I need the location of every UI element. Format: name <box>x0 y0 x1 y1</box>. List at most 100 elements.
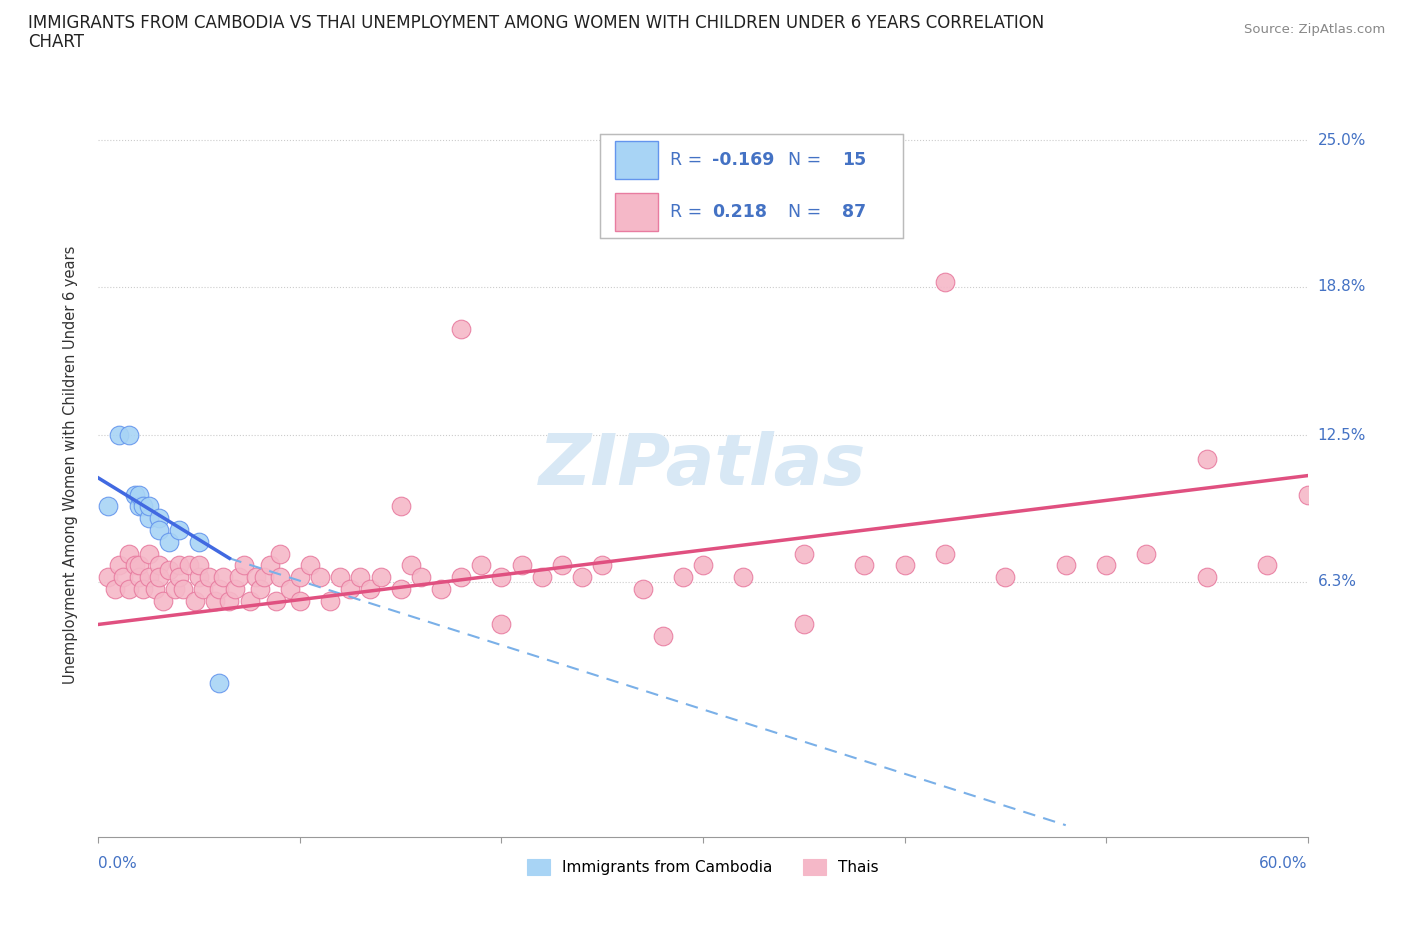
Point <box>264 593 287 608</box>
Point <box>208 581 231 596</box>
Point <box>132 581 155 596</box>
Point <box>269 570 291 585</box>
Point <box>107 428 129 443</box>
Point <box>793 546 815 561</box>
Point <box>278 581 301 596</box>
Point <box>672 570 695 585</box>
Point <box>934 274 956 289</box>
Point <box>245 570 267 585</box>
Point <box>132 498 155 513</box>
Text: 60.0%: 60.0% <box>1260 856 1308 870</box>
Point <box>934 546 956 561</box>
Point <box>259 558 281 573</box>
Point <box>571 570 593 585</box>
Point <box>450 322 472 337</box>
Point <box>269 546 291 561</box>
Point <box>793 617 815 631</box>
Point <box>188 558 211 573</box>
Point <box>167 523 190 538</box>
Point <box>733 570 755 585</box>
Point <box>138 546 160 561</box>
Point <box>198 570 221 585</box>
Point <box>224 581 246 596</box>
Point <box>124 558 146 573</box>
Point <box>253 570 276 585</box>
Point <box>1054 558 1077 573</box>
Point <box>1296 487 1319 502</box>
Point <box>591 558 613 573</box>
Point <box>124 487 146 502</box>
Point <box>188 570 211 585</box>
Point <box>111 570 134 585</box>
Point <box>193 581 215 596</box>
Point <box>853 558 876 573</box>
Point <box>339 581 361 596</box>
Point <box>157 535 180 550</box>
Text: CHART: CHART <box>28 33 84 50</box>
Text: 0.0%: 0.0% <box>98 856 138 870</box>
Point <box>232 558 254 573</box>
Point <box>152 593 174 608</box>
Point <box>329 570 352 585</box>
Point <box>893 558 915 573</box>
Point <box>491 617 513 631</box>
Point <box>1256 558 1278 573</box>
Point <box>651 629 673 644</box>
Point <box>288 593 311 608</box>
Point <box>399 558 422 573</box>
Point <box>349 570 371 585</box>
Point <box>179 558 201 573</box>
Point <box>118 581 141 596</box>
Point <box>530 570 553 585</box>
Point <box>188 535 211 550</box>
Point <box>118 428 141 443</box>
Point <box>470 558 492 573</box>
Point <box>249 581 271 596</box>
Point <box>167 570 190 585</box>
Text: Source: ZipAtlas.com: Source: ZipAtlas.com <box>1244 23 1385 36</box>
Point <box>103 581 125 596</box>
Point <box>491 570 513 585</box>
Point <box>204 593 226 608</box>
Point <box>510 558 533 573</box>
Point <box>370 570 392 585</box>
Text: ZIPatlas: ZIPatlas <box>540 431 866 499</box>
Point <box>184 593 207 608</box>
Point <box>138 511 160 525</box>
Point <box>167 558 190 573</box>
Point <box>309 570 332 585</box>
Point <box>450 570 472 585</box>
Point <box>208 676 231 691</box>
Point <box>389 581 412 596</box>
Point <box>148 558 170 573</box>
Point <box>148 523 170 538</box>
Text: 12.5%: 12.5% <box>1317 428 1367 443</box>
Point <box>212 570 235 585</box>
Point <box>430 581 453 596</box>
Point <box>128 498 150 513</box>
Point <box>1095 558 1118 573</box>
Point <box>1195 452 1218 467</box>
Point <box>128 570 150 585</box>
Point <box>409 570 432 585</box>
Point <box>692 558 714 573</box>
Point <box>128 558 150 573</box>
Point <box>218 593 240 608</box>
Point <box>148 511 170 525</box>
Point <box>97 570 120 585</box>
Text: 6.3%: 6.3% <box>1317 575 1357 590</box>
Text: 25.0%: 25.0% <box>1317 133 1367 148</box>
Legend: Immigrants from Cambodia, Thais: Immigrants from Cambodia, Thais <box>522 853 884 882</box>
Point <box>172 581 194 596</box>
Point <box>148 570 170 585</box>
Point <box>239 593 262 608</box>
Text: IMMIGRANTS FROM CAMBODIA VS THAI UNEMPLOYMENT AMONG WOMEN WITH CHILDREN UNDER 6 : IMMIGRANTS FROM CAMBODIA VS THAI UNEMPLO… <box>28 14 1045 32</box>
Point <box>319 593 342 608</box>
Point <box>118 546 141 561</box>
Y-axis label: Unemployment Among Women with Children Under 6 years: Unemployment Among Women with Children U… <box>63 246 77 684</box>
Point <box>299 558 322 573</box>
Point <box>1135 546 1157 561</box>
Point <box>138 570 160 585</box>
Point <box>1195 570 1218 585</box>
Point <box>128 487 150 502</box>
